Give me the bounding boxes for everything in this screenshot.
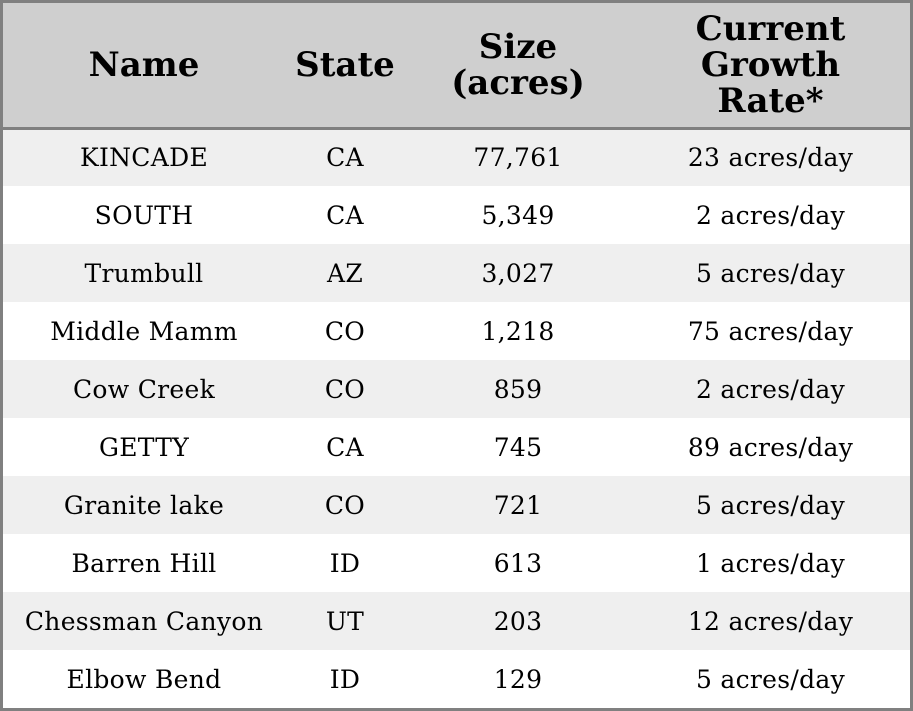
state-cell: CO xyxy=(324,490,366,520)
growth-rate-cell: 2 acres/day xyxy=(695,374,846,404)
fire-name-cell: Barren Hill xyxy=(71,548,217,578)
fire-name-cell: Elbow Bend xyxy=(66,664,222,694)
state-cell: ID xyxy=(329,548,361,578)
growth-rate-cell: 75 acres/day xyxy=(687,316,854,346)
column-header-state: State xyxy=(285,3,405,130)
growth-rate-cell: 1 acres/day xyxy=(695,548,846,578)
state-cell: CA xyxy=(326,200,364,230)
size-cell: 859 xyxy=(493,374,543,404)
table-row: Cow Creek CO 859 2 acres/day xyxy=(3,360,910,418)
table-row: KINCADE CA 77,761 23 acres/day xyxy=(3,128,910,186)
fire-name-cell: GETTY xyxy=(98,432,190,462)
state-cell: CO xyxy=(324,316,366,346)
growth-rate-cell: 5 acres/day xyxy=(695,664,846,694)
table-row: Trumbull AZ 3,027 5 acres/day xyxy=(3,244,910,302)
column-header-size: Size (acres) xyxy=(405,3,631,130)
state-cell: UT xyxy=(325,606,365,636)
growth-rate-cell: 5 acres/day xyxy=(695,490,846,520)
table-body: KINCADE CA 77,761 23 acres/day SOUTH CA 5,349 2… xyxy=(3,128,910,708)
column-header-growth-rate: Current Growth Rate* xyxy=(631,3,910,130)
column-header-size-line: Size xyxy=(478,26,558,67)
state-cell: CA xyxy=(326,432,364,462)
size-cell: 203 xyxy=(493,606,543,636)
column-header-name: Name xyxy=(3,3,285,130)
growth-rate-cell: 89 acres/day xyxy=(687,432,854,462)
header-row: Name State Size (acres) Current Growth R… xyxy=(3,3,910,130)
size-cell: 721 xyxy=(493,490,543,520)
growth-rate-cell: 12 acres/day xyxy=(687,606,854,636)
fire-name-cell: Cow Creek xyxy=(72,374,216,404)
state-cell: CA xyxy=(326,143,364,173)
size-cell: 745 xyxy=(493,432,543,462)
size-cell: 5,349 xyxy=(481,200,555,230)
size-cell: 3,027 xyxy=(481,258,555,288)
column-header-size-line: (acres) xyxy=(451,62,585,103)
table-row: SOUTH CA 5,349 2 acres/day xyxy=(3,186,910,244)
fire-name-cell: Middle Mamm xyxy=(50,316,238,346)
table-row: Granite lake CO 721 5 acres/day xyxy=(3,476,910,534)
size-cell: 129 xyxy=(493,664,543,694)
fire-name-cell: SOUTH xyxy=(94,200,194,230)
growth-rate-cell: 23 acres/day xyxy=(687,143,854,173)
state-cell: AZ xyxy=(326,258,364,288)
size-cell: 613 xyxy=(493,548,543,578)
state-cell: ID xyxy=(329,664,361,694)
fire-table: Name State Size (acres) Current Growth R… xyxy=(3,3,910,708)
size-cell: 1,218 xyxy=(481,316,555,346)
fire-name-cell: Chessman Canyon xyxy=(24,606,264,636)
table-row: Chessman Canyon UT 203 12 acres/day xyxy=(3,592,910,650)
growth-rate-cell: 5 acres/day xyxy=(695,258,846,288)
state-cell: CO xyxy=(324,374,366,404)
column-header-growth-rate-line: Current xyxy=(695,8,846,49)
column-header-state-line: State xyxy=(295,44,395,85)
table-row: Middle Mamm CO 1,218 75 acres/day xyxy=(3,302,910,360)
table-row: Elbow Bend ID 129 5 acres/day xyxy=(3,650,910,708)
table-row: Barren Hill ID 613 1 acres/day xyxy=(3,534,910,592)
column-header-growth-rate-line: Rate* xyxy=(717,80,824,121)
fire-name-cell: Trumbull xyxy=(84,258,204,288)
column-header-growth-rate-line: Growth xyxy=(700,44,841,85)
table-header: Name State Size (acres) Current Growth R… xyxy=(3,3,910,130)
column-header-name-line: Name xyxy=(88,44,200,85)
size-cell: 77,761 xyxy=(473,143,563,173)
fire-name-cell: Granite lake xyxy=(63,490,225,520)
fire-name-cell: KINCADE xyxy=(79,143,208,173)
table-row: GETTY CA 745 89 acres/day xyxy=(3,418,910,476)
growth-rate-cell: 2 acres/day xyxy=(695,200,846,230)
